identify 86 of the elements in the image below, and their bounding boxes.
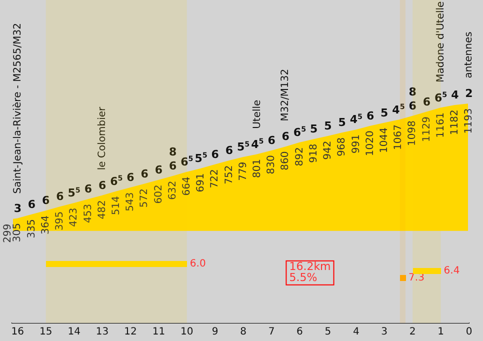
annotation: Saint-Jean-la-Rivière - M2565/M32 <box>12 23 24 194</box>
data-label: 572 <box>139 188 150 208</box>
data-label: 1067 <box>393 124 404 150</box>
data-label: 801 <box>252 158 264 178</box>
data-label: 543 <box>125 192 136 212</box>
annotation: 8 <box>408 85 416 98</box>
annotation: 5 <box>324 120 332 133</box>
data-label: 602 <box>153 184 164 204</box>
annotation: 6 <box>408 99 417 112</box>
data-label: 395 <box>54 211 66 230</box>
annotation: 6 <box>56 190 64 204</box>
data-label: 860 <box>280 151 292 170</box>
data-label: 335 <box>26 219 38 238</box>
annotation: 6 <box>126 171 135 184</box>
data-label: 779 <box>238 162 249 181</box>
data-label: 514 <box>110 196 122 216</box>
data-label: 482 <box>96 200 108 220</box>
x-tick-label: 1 <box>438 326 444 338</box>
data-label: 1161 <box>435 112 446 138</box>
data-label: 968 <box>336 137 348 156</box>
data-label: 1044 <box>378 128 390 153</box>
annotation: 6 <box>268 134 276 148</box>
x-tick-label: 8 <box>240 326 247 338</box>
data-label: 991 <box>350 134 362 154</box>
data-label: 664 <box>181 176 192 196</box>
x-tick-label: 0 <box>466 326 472 338</box>
data-label: 691 <box>196 173 207 192</box>
annotation: 6 <box>211 148 220 161</box>
annotation: 6 <box>366 109 374 122</box>
data-label: 305 <box>12 222 24 242</box>
data-label: 364 <box>40 215 52 234</box>
x-tick-label: 4 <box>352 326 360 338</box>
annotation: 8 <box>168 146 177 159</box>
x-tick-label: 9 <box>212 326 218 338</box>
annotation: Madone d'Utelle <box>435 1 446 82</box>
x-tick-label: 2 <box>409 326 416 338</box>
annotation: 6 <box>28 198 36 211</box>
data-label: 299 <box>2 224 14 243</box>
x-tick-label: 16 <box>11 326 24 338</box>
annotation: 6 <box>98 178 106 192</box>
data-label: 1129 <box>421 116 432 142</box>
annotation: 2 <box>465 87 473 100</box>
annotation: 5 <box>380 106 388 120</box>
data-label: 918 <box>308 144 320 163</box>
annotation: 5 <box>310 122 318 136</box>
data-label: 1098 <box>407 120 418 146</box>
x-tick-label: 14 <box>68 326 80 338</box>
x-tick-label: 12 <box>124 326 137 338</box>
data-label: 1193 <box>464 108 475 134</box>
text: 5.5% <box>289 271 318 284</box>
text: 16.2km <box>289 260 331 274</box>
data-label: 830 <box>266 155 278 174</box>
x-tick-label: 11 <box>152 326 166 338</box>
x-tick-label: 6 <box>296 326 303 338</box>
band-label: 6.0 <box>190 258 206 270</box>
x-tick-label: 10 <box>180 326 194 338</box>
annotation: antennes <box>464 32 475 78</box>
data-label: 453 <box>82 204 94 223</box>
data-label: 1182 <box>449 110 460 136</box>
annotation: Utelle <box>252 100 264 129</box>
annotation: 6 <box>140 167 149 180</box>
x-tick-label: 13 <box>96 326 109 338</box>
data-label: 752 <box>224 165 235 184</box>
data-label: 942 <box>322 140 334 160</box>
annotation: 5 <box>338 116 346 130</box>
data-label: 1020 <box>364 130 376 156</box>
annotation: M32/M132 <box>280 68 292 122</box>
annotation: le Colombier <box>96 106 108 170</box>
annotation: 6 <box>422 95 431 108</box>
x-tick-label: 15 <box>39 326 52 338</box>
annotation: 6 <box>42 194 50 208</box>
annotation: 3 <box>14 202 22 215</box>
x-tick-label: 3 <box>381 326 388 338</box>
annotation: 6 <box>168 160 177 173</box>
x-tick-label: 5 <box>324 326 332 338</box>
annotation: 6 <box>225 144 234 158</box>
annotation: 6 <box>154 163 163 176</box>
annotation: 6 <box>282 130 290 144</box>
annotation: 6 <box>84 182 92 196</box>
data-label: 722 <box>210 169 221 188</box>
x-tick-label: 7 <box>268 326 275 338</box>
data-label: 423 <box>68 208 80 227</box>
band-label: 6.4 <box>444 265 460 276</box>
annotation: 4 <box>451 88 460 102</box>
data-label: 632 <box>167 180 178 200</box>
data-label: 892 <box>294 147 306 166</box>
